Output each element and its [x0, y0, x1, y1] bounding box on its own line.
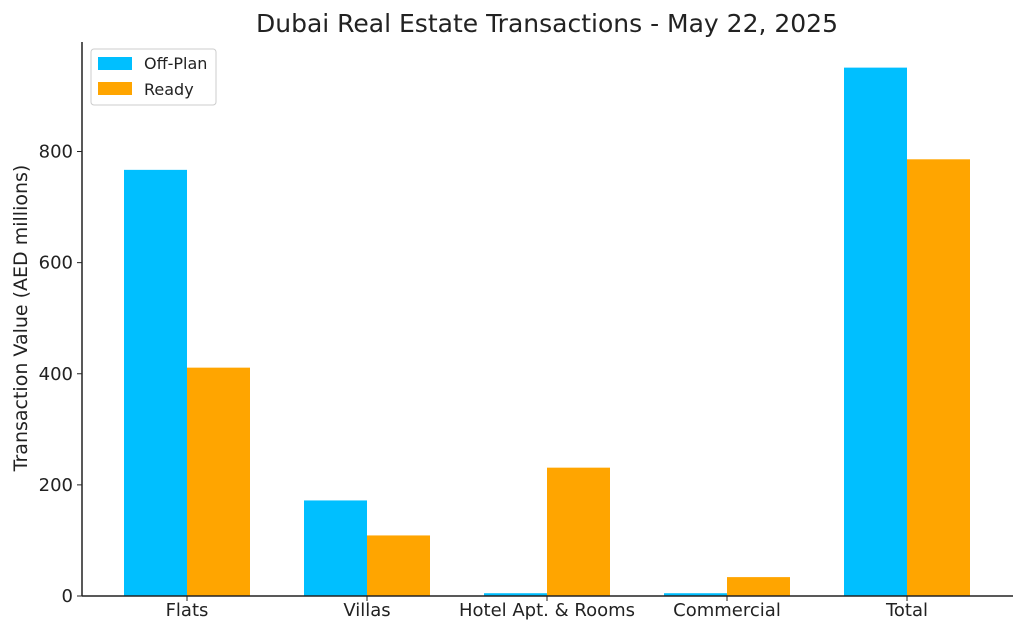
y-tick-label: 0 — [62, 586, 73, 607]
y-tick-label: 800 — [39, 142, 73, 163]
x-tick-label: Villas — [343, 600, 390, 621]
x-ticks-group: Flats Villas Hotel Apt. & Rooms Commercial T… — [166, 596, 928, 621]
x-tick-label: Hotel Apt. & Rooms — [459, 600, 635, 621]
bar-off-plan-commercial — [664, 593, 727, 596]
legend-swatch-off-plan — [98, 57, 132, 70]
x-tick-label: Commercial — [673, 600, 781, 621]
bar-ready-hotel-apt-rooms — [547, 467, 610, 596]
y-tick-label: 200 — [39, 475, 73, 496]
bar-ready-flats — [187, 367, 250, 596]
x-tick-label: Flats — [166, 600, 209, 621]
bars-group — [124, 67, 970, 597]
y-tick-label: 400 — [39, 364, 73, 385]
y-axis-label: Transaction Value (AED millions) — [10, 165, 32, 473]
chart-title: Dubai Real Estate Transactions - May 22,… — [256, 9, 838, 38]
bar-off-plan-total — [844, 67, 907, 597]
y-tick-label: 600 — [39, 253, 73, 274]
bar-off-plan-hotel-apt-rooms — [484, 593, 547, 596]
bar-off-plan-villas — [304, 500, 367, 596]
y-ticks-group: 0 200 400 600 800 — [39, 142, 82, 607]
bar-ready-commercial — [727, 577, 790, 596]
legend: Off-Plan Ready — [90, 48, 217, 106]
bar-off-plan-flats — [124, 169, 187, 596]
bar-ready-villas — [367, 535, 430, 596]
bar-ready-total — [907, 159, 970, 596]
legend-label-off-plan: Off-Plan — [144, 54, 207, 73]
legend-swatch-ready — [98, 82, 132, 95]
legend-label-ready: Ready — [144, 80, 194, 99]
x-tick-label: Total — [885, 600, 928, 621]
